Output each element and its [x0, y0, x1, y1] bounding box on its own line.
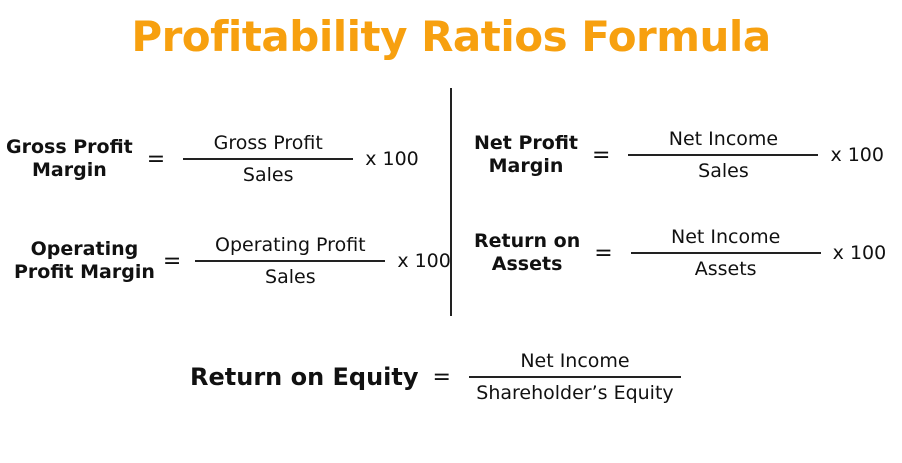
- label-line: Margin: [488, 155, 564, 177]
- fraction: Net Income Assets: [630, 226, 821, 280]
- gross-profit-margin-formula: Gross Profit Margin = Gross Profit Sales x…: [6, 132, 419, 186]
- denominator: Sales: [242, 164, 294, 186]
- formula-label: Gross Profit Margin: [6, 136, 133, 182]
- equals-sign: =: [162, 248, 182, 274]
- multiplier: x 100: [365, 148, 419, 170]
- label-line: Profit Margin: [14, 261, 155, 283]
- denominator: Shareholder’s Equity: [476, 382, 674, 404]
- multiplier: x 100: [832, 242, 887, 264]
- numerator: Gross Profit: [213, 132, 323, 154]
- divider-line: [450, 88, 452, 316]
- label-line: Assets: [491, 253, 563, 275]
- formula-label: Operating Profit Margin: [14, 238, 155, 284]
- denominator: Sales: [265, 266, 316, 288]
- fraction-bar: [183, 158, 354, 160]
- fraction-bar: [195, 260, 386, 262]
- label-line: Operating: [30, 238, 139, 260]
- label-line: Margin: [32, 159, 107, 181]
- formula-label: Return on Assets: [474, 230, 580, 276]
- equals-sign: =: [432, 364, 451, 390]
- multiplier: x 100: [830, 144, 884, 166]
- label-line: Gross Profit: [6, 136, 133, 158]
- page-title: Profitability Ratios Formula: [131, 12, 771, 61]
- equals-sign: =: [594, 240, 613, 266]
- label-line: Net Profit: [474, 132, 578, 154]
- formula-label: Return on Equity: [190, 362, 419, 391]
- numerator: Net Income: [671, 226, 781, 248]
- fraction-bar: [628, 154, 819, 156]
- fraction-bar: [468, 376, 681, 378]
- equals-sign: =: [146, 146, 166, 172]
- numerator: Net Income: [668, 128, 779, 150]
- numerator: Net Income: [520, 350, 630, 372]
- fraction: Gross Profit Sales: [183, 132, 354, 186]
- fraction: Net Income Shareholder’s Equity: [468, 350, 681, 404]
- numerator: Operating Profit: [215, 234, 366, 256]
- fraction: Net Income Sales: [628, 128, 819, 182]
- return-on-assets-formula: Return on Assets = Net Income Assets x 100: [474, 226, 886, 280]
- net-profit-margin-formula: Net Profit Margin = Net Income Sales x 100: [474, 128, 884, 182]
- equals-sign: =: [592, 142, 611, 168]
- multiplier: x 100: [397, 250, 451, 272]
- formula-label: Net Profit Margin: [474, 132, 578, 178]
- label-line: Return on: [474, 230, 581, 252]
- fraction-bar: [630, 252, 821, 254]
- operating-profit-margin-formula: Operating Profit Margin = Operating Profi…: [14, 234, 451, 288]
- denominator: Assets: [694, 258, 757, 280]
- denominator: Sales: [698, 160, 749, 182]
- fraction: Operating Profit Sales: [195, 234, 386, 288]
- return-on-equity-formula: Return on Equity = Net Income Shareholder…: [190, 350, 681, 404]
- label-line: Return on Equity: [190, 362, 419, 391]
